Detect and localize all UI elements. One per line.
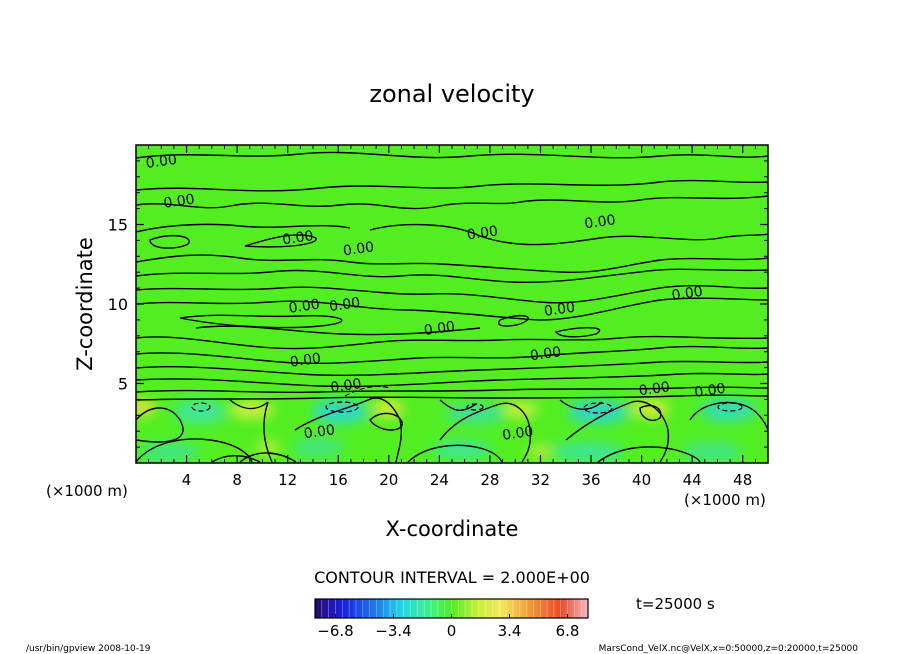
contour-lines: [136, 151, 768, 463]
colorbar: −6.8 −3.4 0 3.4 6.8: [314, 598, 589, 640]
colorbar-tick-label: 0: [447, 622, 457, 640]
contour-label: 0.00: [342, 239, 375, 259]
y-tick-label: 10: [108, 295, 128, 314]
x-tick-label: 48: [733, 471, 752, 489]
x-unit-right: (×1000 m): [684, 491, 766, 509]
x-tick-label: 24: [430, 471, 449, 489]
contour-label: 0.00: [543, 300, 576, 320]
contour-label: 0.00: [163, 192, 196, 212]
contour-interval: CONTOUR INTERVAL = 2.000E+00: [314, 568, 590, 587]
contour-label: 0.00: [501, 424, 534, 444]
colorbar-tick-label: −6.8: [317, 622, 353, 640]
x-tick-label: 8: [232, 471, 242, 489]
contour-label: 0.00: [671, 284, 704, 304]
contour-label: 0.00: [289, 351, 322, 371]
contour-label: 0.00: [583, 212, 616, 232]
contour-label: 0.00: [328, 295, 361, 315]
contour-label: 0.00: [693, 381, 726, 401]
x-tick-label: 16: [329, 471, 348, 489]
plot-area: 0.00 0.00 0.00 0.00 0.00 0.00 0.00 0.00 0.00 0.00…: [136, 145, 768, 463]
chart-title: zonal velocity: [369, 80, 534, 108]
contour-label: 0.00: [466, 223, 499, 243]
x-tick-label: 40: [632, 471, 651, 489]
colorbar-tick-label: −3.4: [375, 622, 411, 640]
x-tick-label: 32: [531, 471, 550, 489]
contour-label: 0.00: [329, 376, 362, 396]
x-tick-label: 20: [379, 471, 398, 489]
contour-label: 0.00: [303, 422, 336, 442]
contour-labels: 0.00 0.00 0.00 0.00 0.00 0.00 0.00 0.00 0.00 0.00…: [145, 152, 727, 444]
colorbar-tick-label: 3.4: [498, 622, 522, 640]
x-axis-label: X-coordinate: [386, 517, 519, 541]
x-unit-left: (×1000 m): [46, 482, 128, 500]
contour-label: 0.00: [423, 319, 456, 339]
contour-label: 0.00: [145, 152, 178, 172]
negative-contours: [191, 385, 743, 414]
contour-label: 0.00: [281, 228, 314, 248]
contour-label: 0.00: [638, 379, 671, 399]
x-tick-label: 28: [480, 471, 499, 489]
x-tick-label: 12: [278, 471, 297, 489]
contour-label: 0.00: [529, 344, 562, 364]
colorbar-tick-label: 6.8: [556, 622, 580, 640]
colorbar-stripes: [321, 599, 582, 618]
x-tick-label: 36: [581, 471, 600, 489]
colorbar-ticks: −6.8 −3.4 0 3.4 6.8: [317, 614, 579, 640]
x-axis: 4 8 12 16 20 24 28 32 36 40 44 48: [148, 145, 756, 489]
y-tick-label: 15: [108, 216, 128, 235]
y-axis-label: Z-coordinate: [73, 237, 97, 371]
footer-left: /usr/bin/gpview 2008-10-19: [26, 644, 151, 654]
footer-right: MarsCond_VelX.nc@VelX,x=0:50000,z=0:2000…: [599, 644, 859, 654]
contour-label: 0.00: [288, 296, 321, 316]
x-tick-label: 44: [683, 471, 702, 489]
x-tick-label: 4: [182, 471, 192, 489]
time-label: t=25000 s: [636, 595, 715, 613]
y-axis: 5 10 15: [108, 160, 768, 448]
y-tick-label: 5: [118, 375, 128, 394]
